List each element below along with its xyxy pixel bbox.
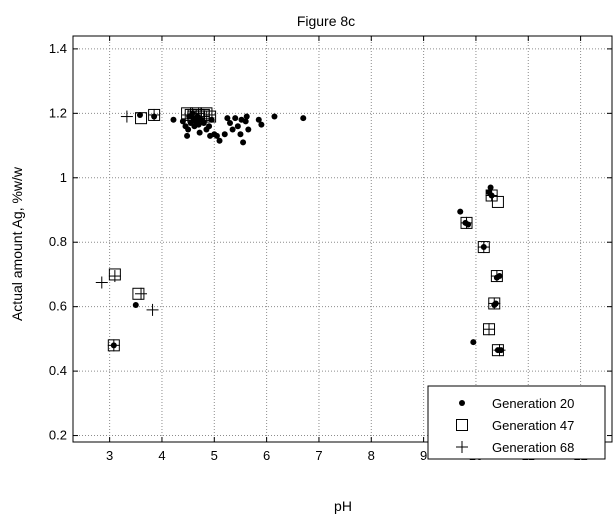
data-point-dot: [229, 126, 236, 133]
data-point-square: [491, 195, 504, 208]
data-point-dot: [132, 302, 139, 309]
data-point-dot: [213, 132, 220, 139]
data-point-square: [135, 112, 148, 125]
data-point-plus: [120, 110, 133, 123]
data-point-plus: [477, 241, 490, 254]
data-point-dot: [487, 184, 494, 191]
data-point-plus: [197, 110, 210, 123]
data-point-square: [181, 107, 194, 120]
data-point-dot: [232, 115, 239, 122]
x-tick-label: 8: [368, 448, 375, 463]
data-point-dot: [226, 120, 233, 126]
data-point-dot: [136, 111, 143, 118]
legend: Generation 20 Generation 47 Generation 68: [427, 385, 606, 460]
data-point-plus: [490, 270, 503, 283]
data-point-plus: [182, 108, 195, 121]
y-tick-label: 1.2: [49, 105, 67, 120]
data-point-dot: [234, 123, 241, 130]
x-tick-label: 3: [106, 448, 113, 463]
data-point-plus: [95, 276, 108, 289]
data-point-plus: [148, 108, 161, 121]
legend-marker-dot: [459, 400, 465, 406]
data-point-plus: [488, 297, 501, 310]
data-point-plus: [493, 344, 506, 357]
data-point-plus: [460, 216, 473, 229]
data-point-dot: [224, 115, 231, 122]
legend-marker-plus: [456, 441, 468, 453]
data-point-dot: [221, 131, 228, 138]
data-point-dot: [195, 121, 202, 128]
data-point-dot: [237, 131, 244, 138]
y-tick-label: 1.4: [49, 41, 67, 56]
data-point-dot: [243, 113, 250, 120]
data-point-dot: [216, 137, 223, 144]
data-point-dot: [200, 120, 207, 126]
legend-label: Generation 68: [492, 440, 574, 455]
data-point-dot: [245, 126, 252, 133]
legend-label: Generation 20: [492, 396, 574, 411]
y-axis-title: Actual amount Ag, %w/w: [9, 166, 25, 321]
y-tick-label: 0.8: [49, 234, 67, 249]
data-point-dot: [240, 139, 247, 146]
data-point-plus: [146, 303, 159, 316]
data-point-dot: [196, 129, 203, 136]
data-point-dot: [255, 116, 262, 123]
data-point-dot: [258, 121, 265, 128]
data-point-dot: [185, 126, 192, 133]
chart-title: Figure 8c: [297, 13, 355, 29]
data-point-plus: [483, 323, 496, 336]
data-point-dot: [457, 208, 464, 215]
data-point-dot: [300, 115, 307, 122]
plot-frame: [72, 35, 613, 443]
data-point-plus: [203, 108, 216, 121]
data-point-plus: [187, 110, 200, 123]
legend-marker-square: [456, 419, 468, 431]
x-axis-title: pH: [334, 498, 352, 514]
data-point-dot: [179, 118, 186, 125]
data-point-dot: [208, 116, 215, 123]
x-tick-label: 6: [263, 448, 270, 463]
y-tick-label: 0.4: [49, 363, 67, 378]
data-point-plus: [192, 107, 205, 120]
data-point-dot: [206, 123, 213, 130]
x-tick-label: 9: [420, 448, 427, 463]
data-point-plus: [108, 270, 121, 283]
data-point-dot: [170, 116, 177, 123]
x-tick-label: 5: [211, 448, 218, 463]
data-point-plus: [135, 287, 148, 300]
legend-label: Generation 47: [492, 418, 574, 433]
data-point-dot: [184, 132, 191, 139]
x-tick-label: 7: [315, 448, 322, 463]
data-point-dot: [242, 118, 249, 125]
y-tick-label: 0.6: [49, 299, 67, 314]
data-point-dot: [470, 339, 477, 346]
y-tick-label: 1: [60, 170, 67, 185]
data-point-plus: [107, 339, 120, 352]
data-point-dot: [271, 113, 278, 120]
y-tick-label: 0.2: [49, 428, 67, 443]
data-marks: [95, 107, 506, 357]
data-point-plus: [485, 189, 498, 202]
x-tick-label: 4: [158, 448, 165, 463]
